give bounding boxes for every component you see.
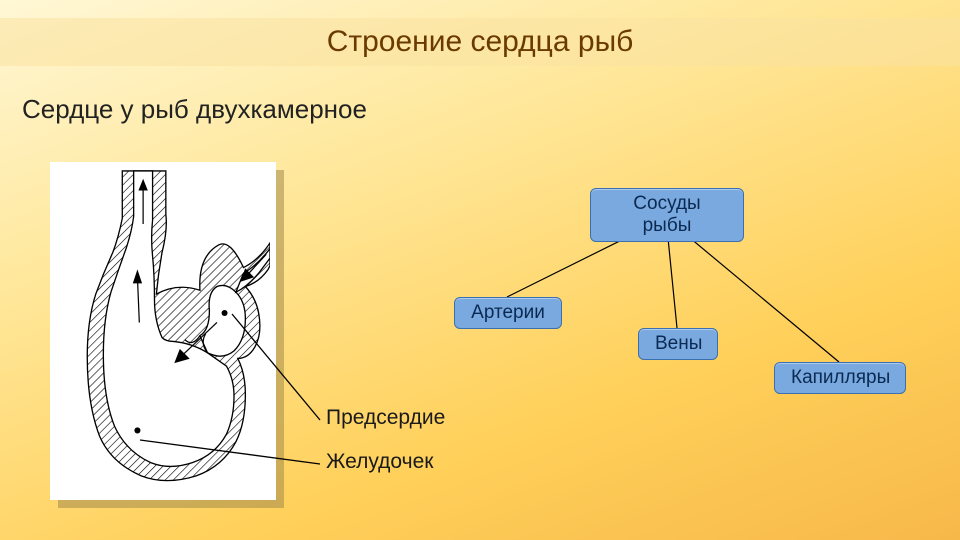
heart-card (50, 162, 276, 500)
tree-child-arteries: Артерии (454, 297, 562, 329)
slide: Строение сердца рыб Сердце у рыб двухкам… (0, 0, 960, 540)
heart-diagram (56, 168, 270, 494)
ventricle-dot (134, 427, 140, 433)
tree-root: Сосуды рыбы (590, 188, 744, 242)
label-atrium: Предсердие (326, 406, 445, 430)
page-title: Строение сердца рыб (327, 25, 634, 59)
title-band: Строение сердца рыб (0, 18, 960, 66)
label-ventricle: Желудочек (326, 450, 433, 474)
atrium-dot (222, 310, 228, 316)
subtitle: Сердце у рыб двухкамерное (22, 94, 367, 125)
tree-child-capillaries: Капилляры (774, 362, 906, 394)
tree-child-veins: Вены (638, 328, 718, 360)
